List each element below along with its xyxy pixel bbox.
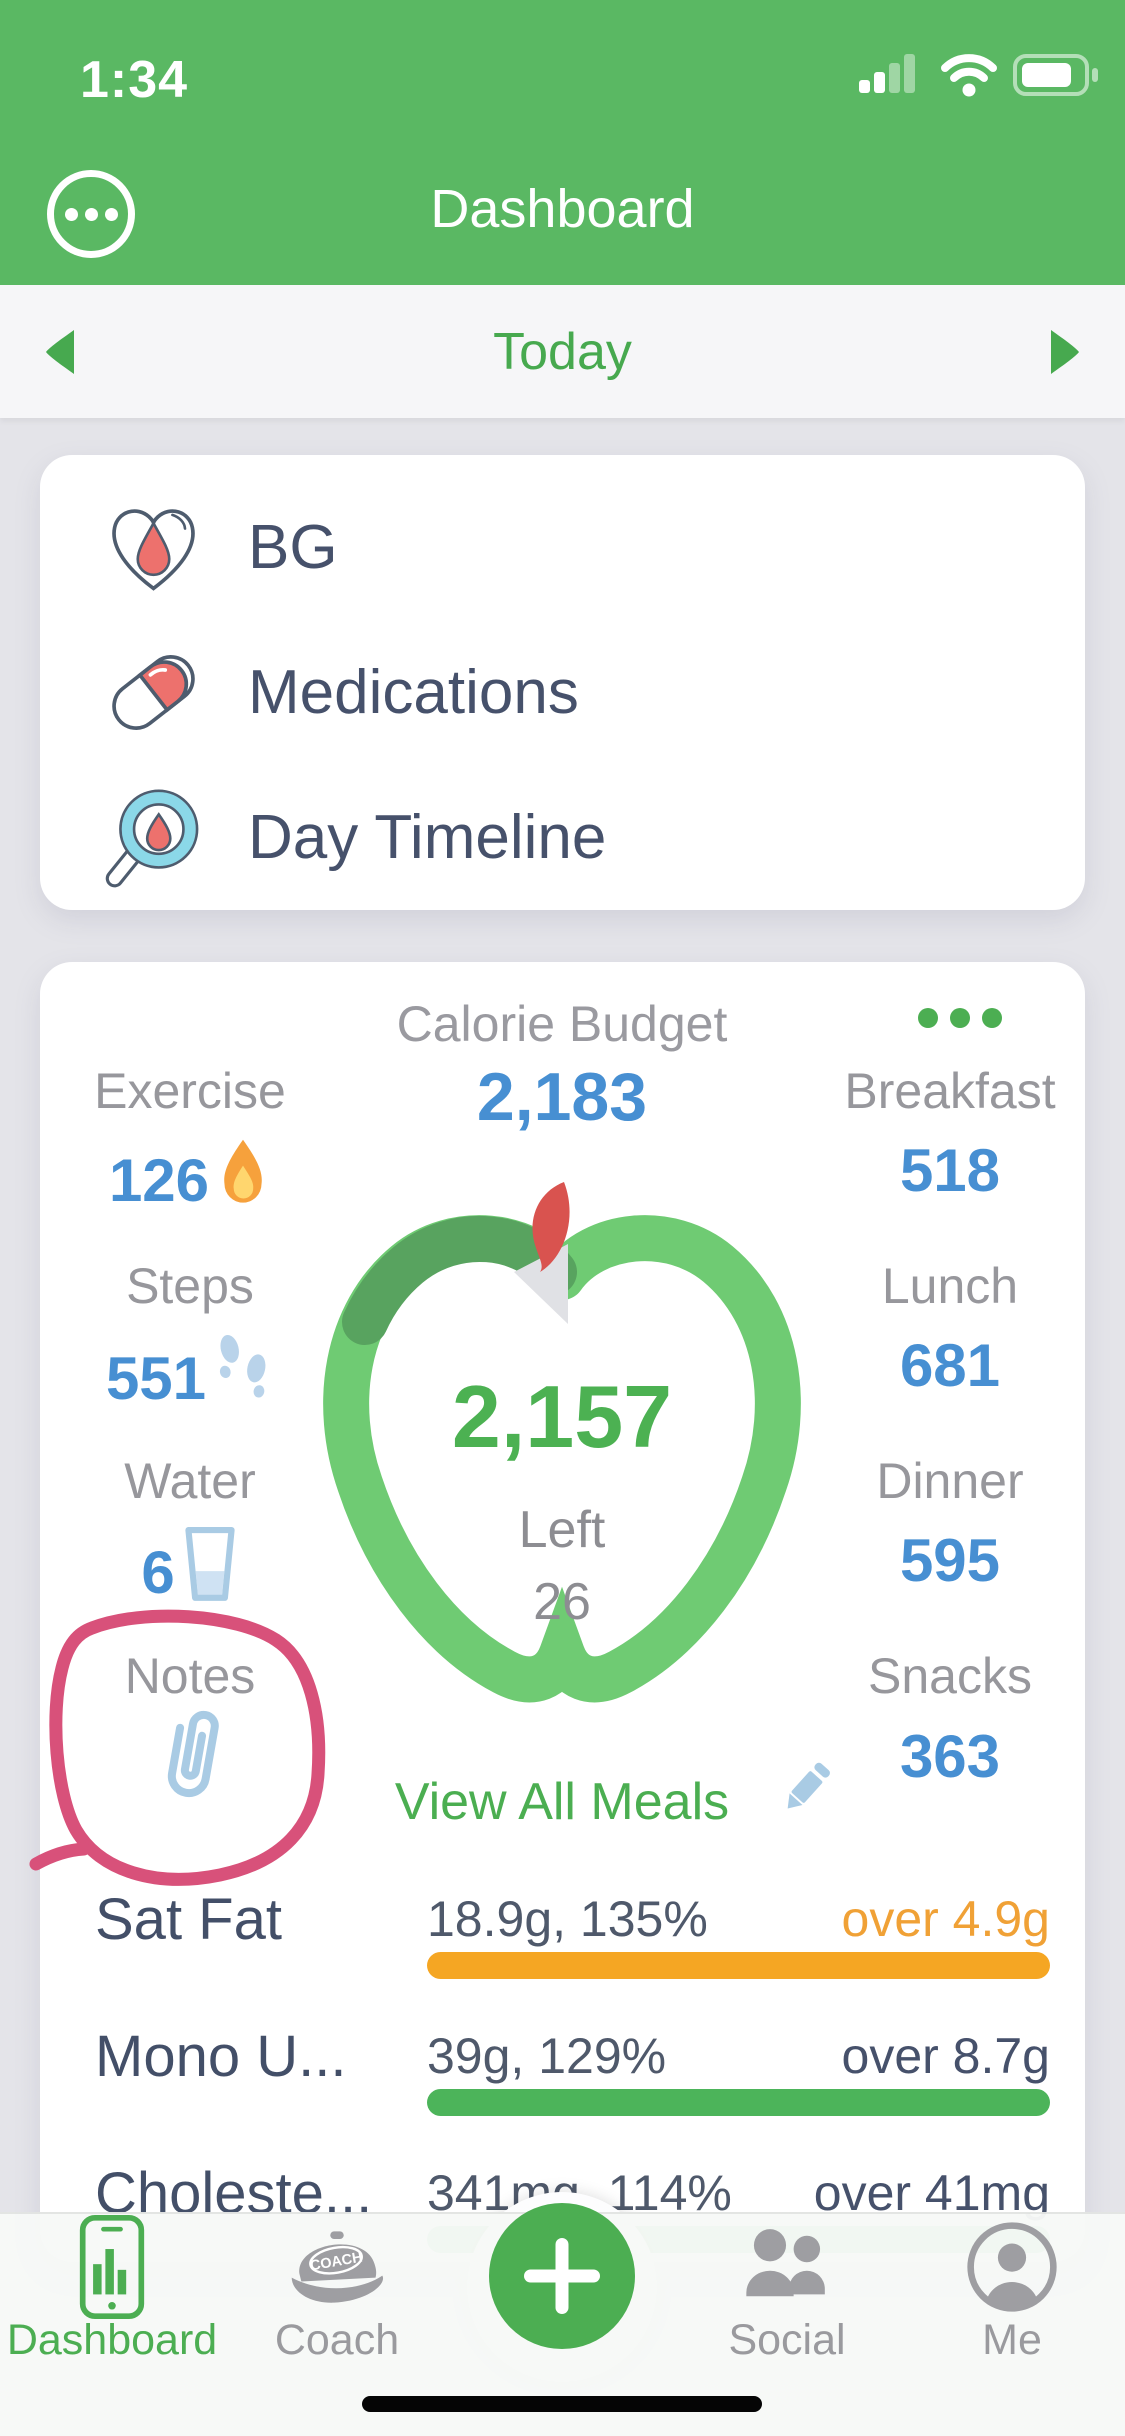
chevron-left-icon[interactable]	[42, 327, 78, 377]
phone-chart-icon	[78, 2215, 146, 2319]
shortcut-label: BG	[248, 513, 338, 582]
people-icon	[735, 2222, 839, 2312]
calorie-budget-title: Calorie Budget	[396, 996, 728, 1052]
paperclip-icon	[147, 1695, 233, 1826]
nutrient-over: over 4.9g	[841, 1891, 1050, 1947]
tab-label: Coach	[274, 2316, 400, 2364]
water-glass-icon	[181, 1526, 239, 1618]
date-label: Today	[493, 322, 632, 381]
shortcuts-card: BG Medications	[40, 455, 1085, 910]
nutrient-amount: 39g, 129%	[427, 2028, 667, 2084]
shortcut-day-timeline[interactable]: Day Timeline	[98, 768, 1085, 908]
home-indicator[interactable]	[362, 2396, 762, 2412]
ellipsis-circle-icon	[64, 207, 78, 221]
tab-dashboard[interactable]: Dashboard	[2, 2214, 222, 2394]
calories-left-label: Left	[518, 1501, 606, 1559]
stat-value-steps: 551	[40, 1331, 340, 1425]
stat-label-breakfast: Breakfast	[844, 1063, 1056, 1119]
date-nav: Today	[0, 285, 1125, 418]
status-time: 1:34	[80, 51, 189, 109]
status-icons	[859, 52, 1099, 102]
tab-label: Social	[728, 2316, 846, 2364]
tab-coach[interactable]: COACH Coach	[227, 2214, 447, 2394]
pencil-icon[interactable]	[780, 1758, 834, 1821]
shortcut-medications[interactable]: Medications	[98, 623, 1085, 763]
stat-label-steps: Steps	[126, 1258, 254, 1314]
nutrient-amount: 18.9g, 135%	[427, 1891, 708, 1947]
nutrient-values: 18.9g, 135% over 4.9g	[427, 1890, 1050, 1948]
calories-consumed-value: 2,157	[451, 1367, 673, 1466]
nutrient-over: over 41mg	[813, 2165, 1050, 2221]
apple-progress-ring	[302, 1172, 822, 1717]
cellular-signal-icon	[859, 52, 925, 102]
app-header: 1:34	[0, 0, 1125, 285]
magnifier-blood-drop-icon	[98, 785, 208, 890]
wifi-icon	[939, 52, 999, 102]
nutrient-label: Mono U...	[95, 2024, 347, 2089]
shortcut-bg[interactable]: BG	[98, 478, 1085, 618]
stat-value-dinner: 595	[899, 1527, 1001, 1594]
calorie-budget-value: 2,183	[476, 1059, 648, 1135]
stat-label-water: Water	[124, 1453, 256, 1509]
nutrient-values: 39g, 129% over 8.7g	[427, 2027, 1050, 2085]
flame-icon	[215, 1136, 271, 1224]
stat-label-dinner: Dinner	[876, 1453, 1024, 1509]
nutrient-progress-bar	[427, 2089, 1050, 2116]
person-circle-icon	[965, 2222, 1059, 2312]
calorie-card-menu-button[interactable]	[912, 1002, 1008, 1034]
footsteps-icon	[212, 1331, 274, 1425]
stat-value-lunch: 681	[899, 1332, 1001, 1399]
add-entry-button[interactable]	[489, 2203, 635, 2349]
stat-value-breakfast: 518	[899, 1137, 1001, 1204]
stat-label-exercise: Exercise	[94, 1063, 286, 1119]
calories-left-value: 26	[533, 1573, 591, 1631]
stat-label-lunch: Lunch	[881, 1258, 1019, 1314]
nutrient-progress-bar	[427, 1952, 1050, 1979]
chevron-right-icon[interactable]	[1047, 327, 1083, 377]
tab-social[interactable]: Social	[677, 2214, 897, 2394]
shortcut-label: Medications	[248, 658, 579, 727]
more-menu-button[interactable]	[47, 170, 135, 258]
nutrient-over: over 8.7g	[841, 2028, 1050, 2084]
coach-cap-icon: COACH	[284, 2222, 390, 2312]
stat-value-snacks: 363	[899, 1723, 1001, 1790]
page-title: Dashboard	[430, 179, 695, 239]
pill-capsule-icon	[98, 640, 208, 745]
stat-value-exercise: 126	[40, 1136, 340, 1224]
view-all-meals-link[interactable]: View All Meals	[394, 1773, 730, 1831]
shortcut-label: Day Timeline	[248, 803, 607, 872]
notes-attachment-button[interactable]	[40, 1695, 340, 1826]
tab-label: Dashboard	[6, 2316, 218, 2364]
battery-icon	[1013, 53, 1099, 102]
heart-blood-drop-icon	[98, 498, 208, 598]
tab-label: Me	[982, 2316, 1042, 2364]
stat-value-water: 6	[40, 1526, 340, 1618]
nutrient-label: Sat Fat	[95, 1887, 282, 1952]
tab-me[interactable]: Me	[902, 2214, 1122, 2394]
stat-label-snacks: Snacks	[868, 1648, 1032, 1704]
